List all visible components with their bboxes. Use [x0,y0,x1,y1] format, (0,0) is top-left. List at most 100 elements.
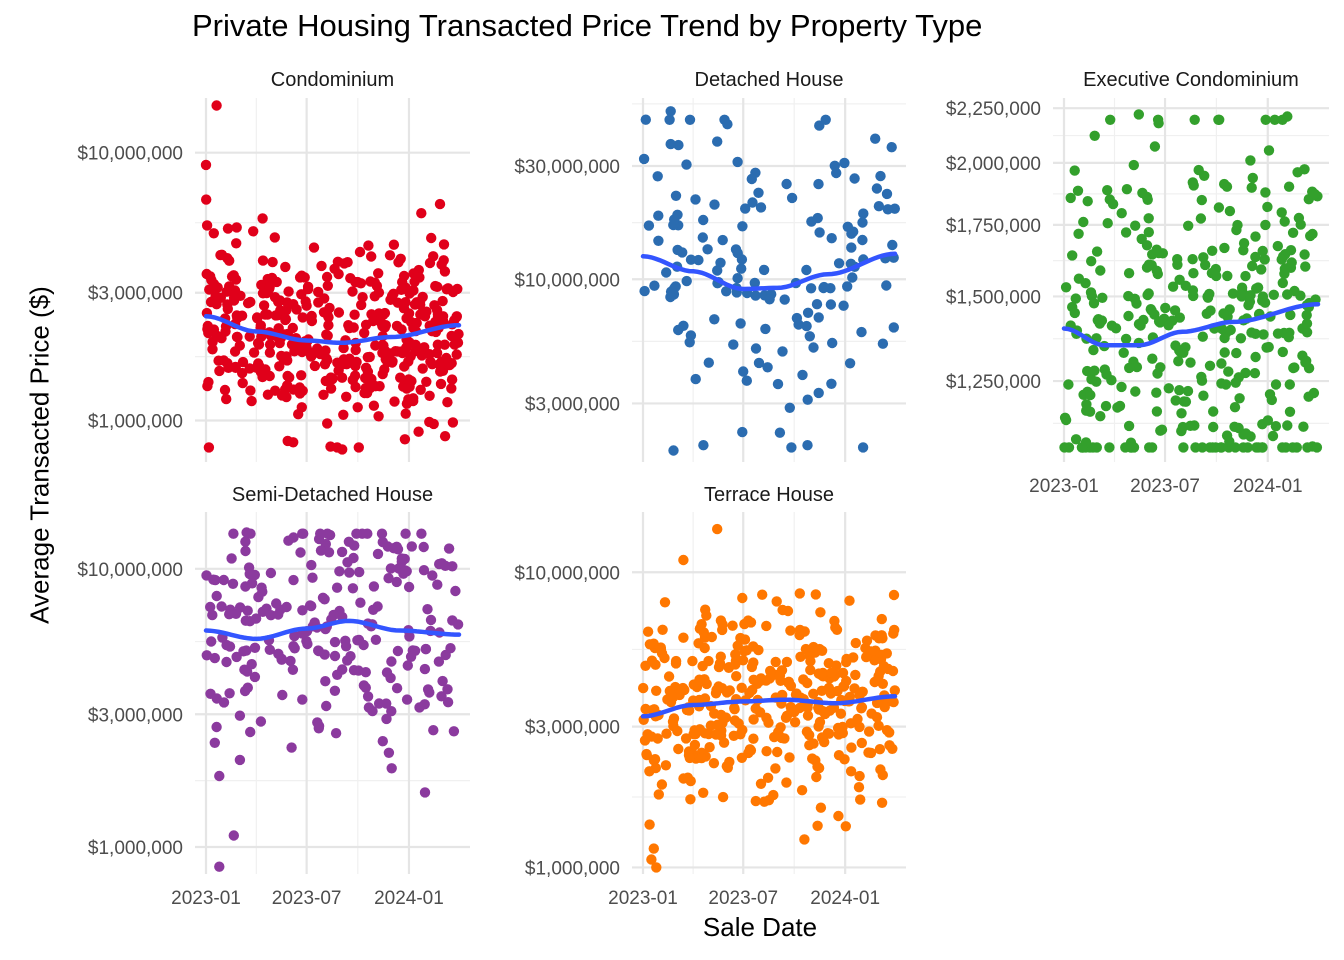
data-point [813,387,824,399]
data-point [1067,250,1078,261]
data-point [826,667,837,678]
data-point [442,397,453,408]
data-point [665,138,676,150]
data-point [203,376,214,388]
data-point [245,726,256,738]
data-point [1143,259,1155,270]
data-point [835,708,847,719]
data-point [652,171,663,182]
data-point [865,747,877,759]
y-tick-label: $1,250,000 [946,372,1041,393]
data-point [231,222,242,233]
data-point [690,373,701,385]
data-point [1185,357,1196,368]
data-point-outlier [1309,188,1320,200]
data-point-outlier [208,228,219,239]
data-point [672,725,683,737]
data-point [869,655,880,666]
data-point [1205,305,1216,316]
data-point [685,794,696,805]
y-tick-label: $10,000,000 [514,270,620,291]
data-point [332,669,343,680]
data-point [857,234,868,246]
data-point [1264,389,1276,400]
data-point [234,340,245,351]
data-point [447,615,458,626]
data-point [1256,264,1267,275]
x-tick-label: 2024-01 [1233,476,1303,497]
data-point [706,631,717,643]
y-tick-label: $1,000,000 [88,412,183,433]
data-point [309,360,321,372]
data-point [306,347,317,358]
data-point [1126,442,1138,453]
data-point [431,304,443,316]
data-point [363,374,375,385]
data-point [207,344,218,355]
data-point [817,667,829,679]
data-point [286,339,298,350]
data-point [846,742,857,753]
data-point [340,641,352,652]
data-point [747,197,758,208]
data-point [1149,141,1161,152]
data-point [804,331,815,342]
y-tick-label: $30,000,000 [514,157,620,178]
data-point [1204,360,1216,371]
data-point [735,632,746,644]
data-point [746,173,757,185]
data-point-outlier [363,240,374,251]
data-point [1118,347,1129,358]
data-point [1233,372,1245,383]
data-point [410,339,421,350]
data-point [644,639,656,650]
data-point [1189,114,1200,126]
data-point [721,687,733,698]
data-point [682,772,693,783]
data-point [1196,194,1208,206]
data-point [318,389,329,400]
data-point [1182,385,1194,397]
data-point [416,528,427,539]
data-point [274,337,285,349]
data-point [649,280,660,291]
data-point [441,352,452,364]
data-point [296,370,307,381]
data-point [264,339,276,350]
data-point [448,726,460,737]
data-point [368,315,379,327]
data-point [419,663,431,675]
data-point [826,233,837,244]
data-point [376,340,387,351]
data-point [1072,185,1084,196]
data-point [333,268,344,280]
data-point [839,754,850,765]
data-point-outlier [668,445,679,456]
data-point [222,299,233,310]
data-point [362,352,373,363]
data-point [1095,265,1106,276]
data-point [1235,289,1247,300]
y-tick-label: $10,000,000 [514,563,620,584]
data-point [874,744,886,755]
data-point [1220,379,1232,390]
data-point [411,317,422,329]
data-point [377,536,388,548]
data-point [293,409,304,420]
data-point [226,553,237,564]
data-point [401,383,412,394]
data-point [1247,260,1258,272]
data-point [269,385,281,396]
data-point [1238,238,1250,249]
data-point [211,295,222,306]
data-point [694,623,706,634]
data-point [1303,391,1314,402]
data-point [395,372,406,383]
data-point [1104,442,1115,453]
data-point [347,286,358,297]
data-point [1216,323,1228,335]
data-point-outlier [712,523,723,535]
data-point [847,272,858,283]
data-point [737,655,749,666]
data-point [1277,442,1288,453]
